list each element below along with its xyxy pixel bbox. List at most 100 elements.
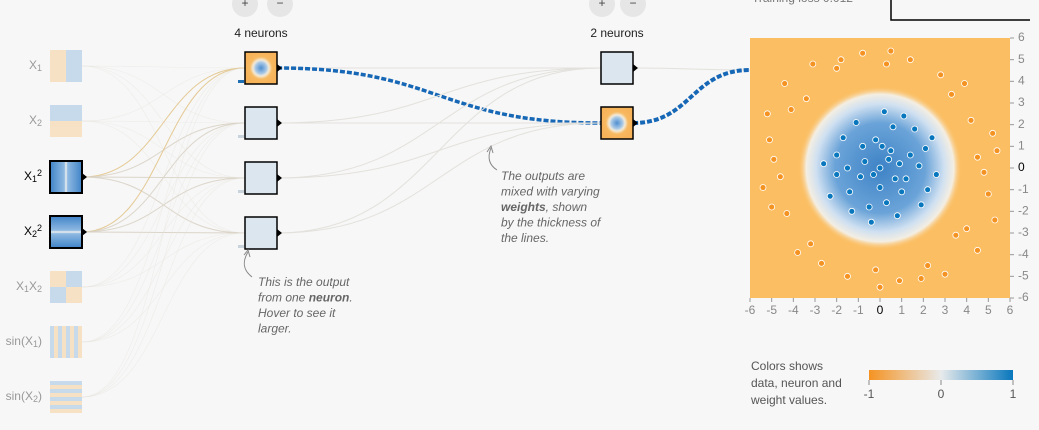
data-point (948, 90, 955, 98)
bias (238, 245, 244, 248)
data-point (963, 225, 971, 233)
data-point (870, 171, 877, 178)
layer-button[interactable] (267, 0, 293, 17)
training-loss: Training loss 0.012 (752, 0, 853, 5)
neuron-fill (244, 161, 278, 195)
data-point (844, 164, 851, 172)
data-point (984, 190, 992, 198)
output-marker (82, 228, 87, 236)
data-point (876, 184, 884, 191)
feature-label: sin(X1) (6, 334, 42, 349)
link (276, 122, 602, 234)
legend-text: Colors shows (751, 359, 823, 373)
feature-thumbnail[interactable] (50, 271, 82, 303)
data-point (917, 201, 925, 209)
feature-thumbnail[interactable] (50, 326, 82, 358)
annotation-line: mixed with varying (501, 185, 600, 199)
annotation-line: weights, shown (501, 200, 587, 214)
thumb-fill (50, 401, 82, 405)
neuron[interactable] (244, 216, 282, 250)
link (81, 65, 246, 69)
layer-button[interactable] (589, 0, 615, 17)
text-segment: 2 (37, 223, 42, 233)
feature-label: X12 (24, 168, 42, 184)
feature-thumbnail[interactable] (50, 105, 82, 137)
data-point (848, 207, 856, 215)
data-point (922, 145, 929, 152)
thumb-fill (50, 385, 82, 389)
annotation-arrow (243, 251, 253, 278)
data-point (924, 262, 932, 269)
link (632, 68, 751, 125)
thumb-fill (50, 409, 82, 413)
thumb-fill (50, 105, 82, 121)
thumb-fill (50, 326, 54, 358)
data-point (932, 171, 940, 178)
y-tick-label: -2 (1018, 204, 1029, 218)
data-point (898, 188, 906, 196)
thumb-fill (50, 121, 82, 137)
link (81, 67, 246, 288)
feature-thumbnail[interactable] (50, 50, 82, 82)
text-segment: the lines. (501, 231, 549, 245)
data-point (896, 277, 903, 285)
link (81, 67, 246, 122)
neuron[interactable] (244, 106, 282, 140)
x-tick-label: 1 (898, 303, 905, 317)
text-segment: 2 (33, 394, 38, 404)
neuron[interactable] (600, 51, 638, 85)
neuron[interactable] (600, 106, 638, 140)
text-segment: larger. (258, 322, 292, 336)
data-point (885, 155, 893, 163)
layer-button[interactable] (232, 0, 258, 17)
bias (238, 80, 244, 83)
link (81, 67, 246, 398)
output-marker (633, 64, 638, 72)
y-tick-label: 1 (1018, 139, 1025, 153)
neuron[interactable] (244, 51, 282, 85)
data-point (906, 151, 914, 159)
data-point (902, 175, 910, 183)
text-segment: weights (501, 200, 546, 214)
annotation-line: the lines. (501, 231, 549, 245)
data-point (883, 199, 890, 207)
thumb-fill (66, 50, 82, 82)
x-tick-label: 2 (920, 303, 927, 317)
text-segment: mixed with varying (501, 185, 600, 199)
text-segment: ) (38, 334, 42, 348)
thumb-fill (66, 326, 70, 358)
x-tick-label: -3 (810, 303, 821, 317)
text-segment: X (24, 224, 32, 238)
link (81, 177, 246, 398)
neuron-fill (600, 106, 634, 140)
feature-label: X22 (24, 223, 42, 239)
neuron-fill (244, 106, 278, 140)
text-segment: , shown (546, 200, 588, 214)
feature-label: X1X2 (16, 279, 42, 294)
thumb-fill (66, 271, 82, 287)
neuron[interactable] (244, 161, 282, 195)
feature-thumbnail[interactable] (49, 160, 87, 194)
text-segment: 1 (32, 174, 37, 184)
thumb-fill (50, 397, 82, 401)
data-point (917, 275, 925, 282)
text-segment: X (24, 169, 32, 183)
data-point (794, 249, 802, 256)
text-segment: by the thickness of (501, 216, 602, 230)
data-point (937, 71, 945, 79)
thumb-fill (50, 50, 66, 82)
feature-label: X2 (29, 113, 42, 128)
annotation-line: by the thickness of (501, 216, 602, 230)
data-point (820, 160, 828, 168)
text-segment: 1 (24, 284, 29, 294)
color-scale (869, 370, 1013, 380)
data-point (993, 147, 1001, 155)
data-point (889, 123, 897, 131)
feature-thumbnail[interactable] (50, 381, 82, 413)
data-point (952, 231, 960, 239)
annotation-line: Hover to see it (258, 306, 336, 320)
layer-button[interactable] (620, 0, 646, 17)
data-point (861, 158, 869, 165)
feature-thumbnail[interactable] (49, 215, 87, 249)
